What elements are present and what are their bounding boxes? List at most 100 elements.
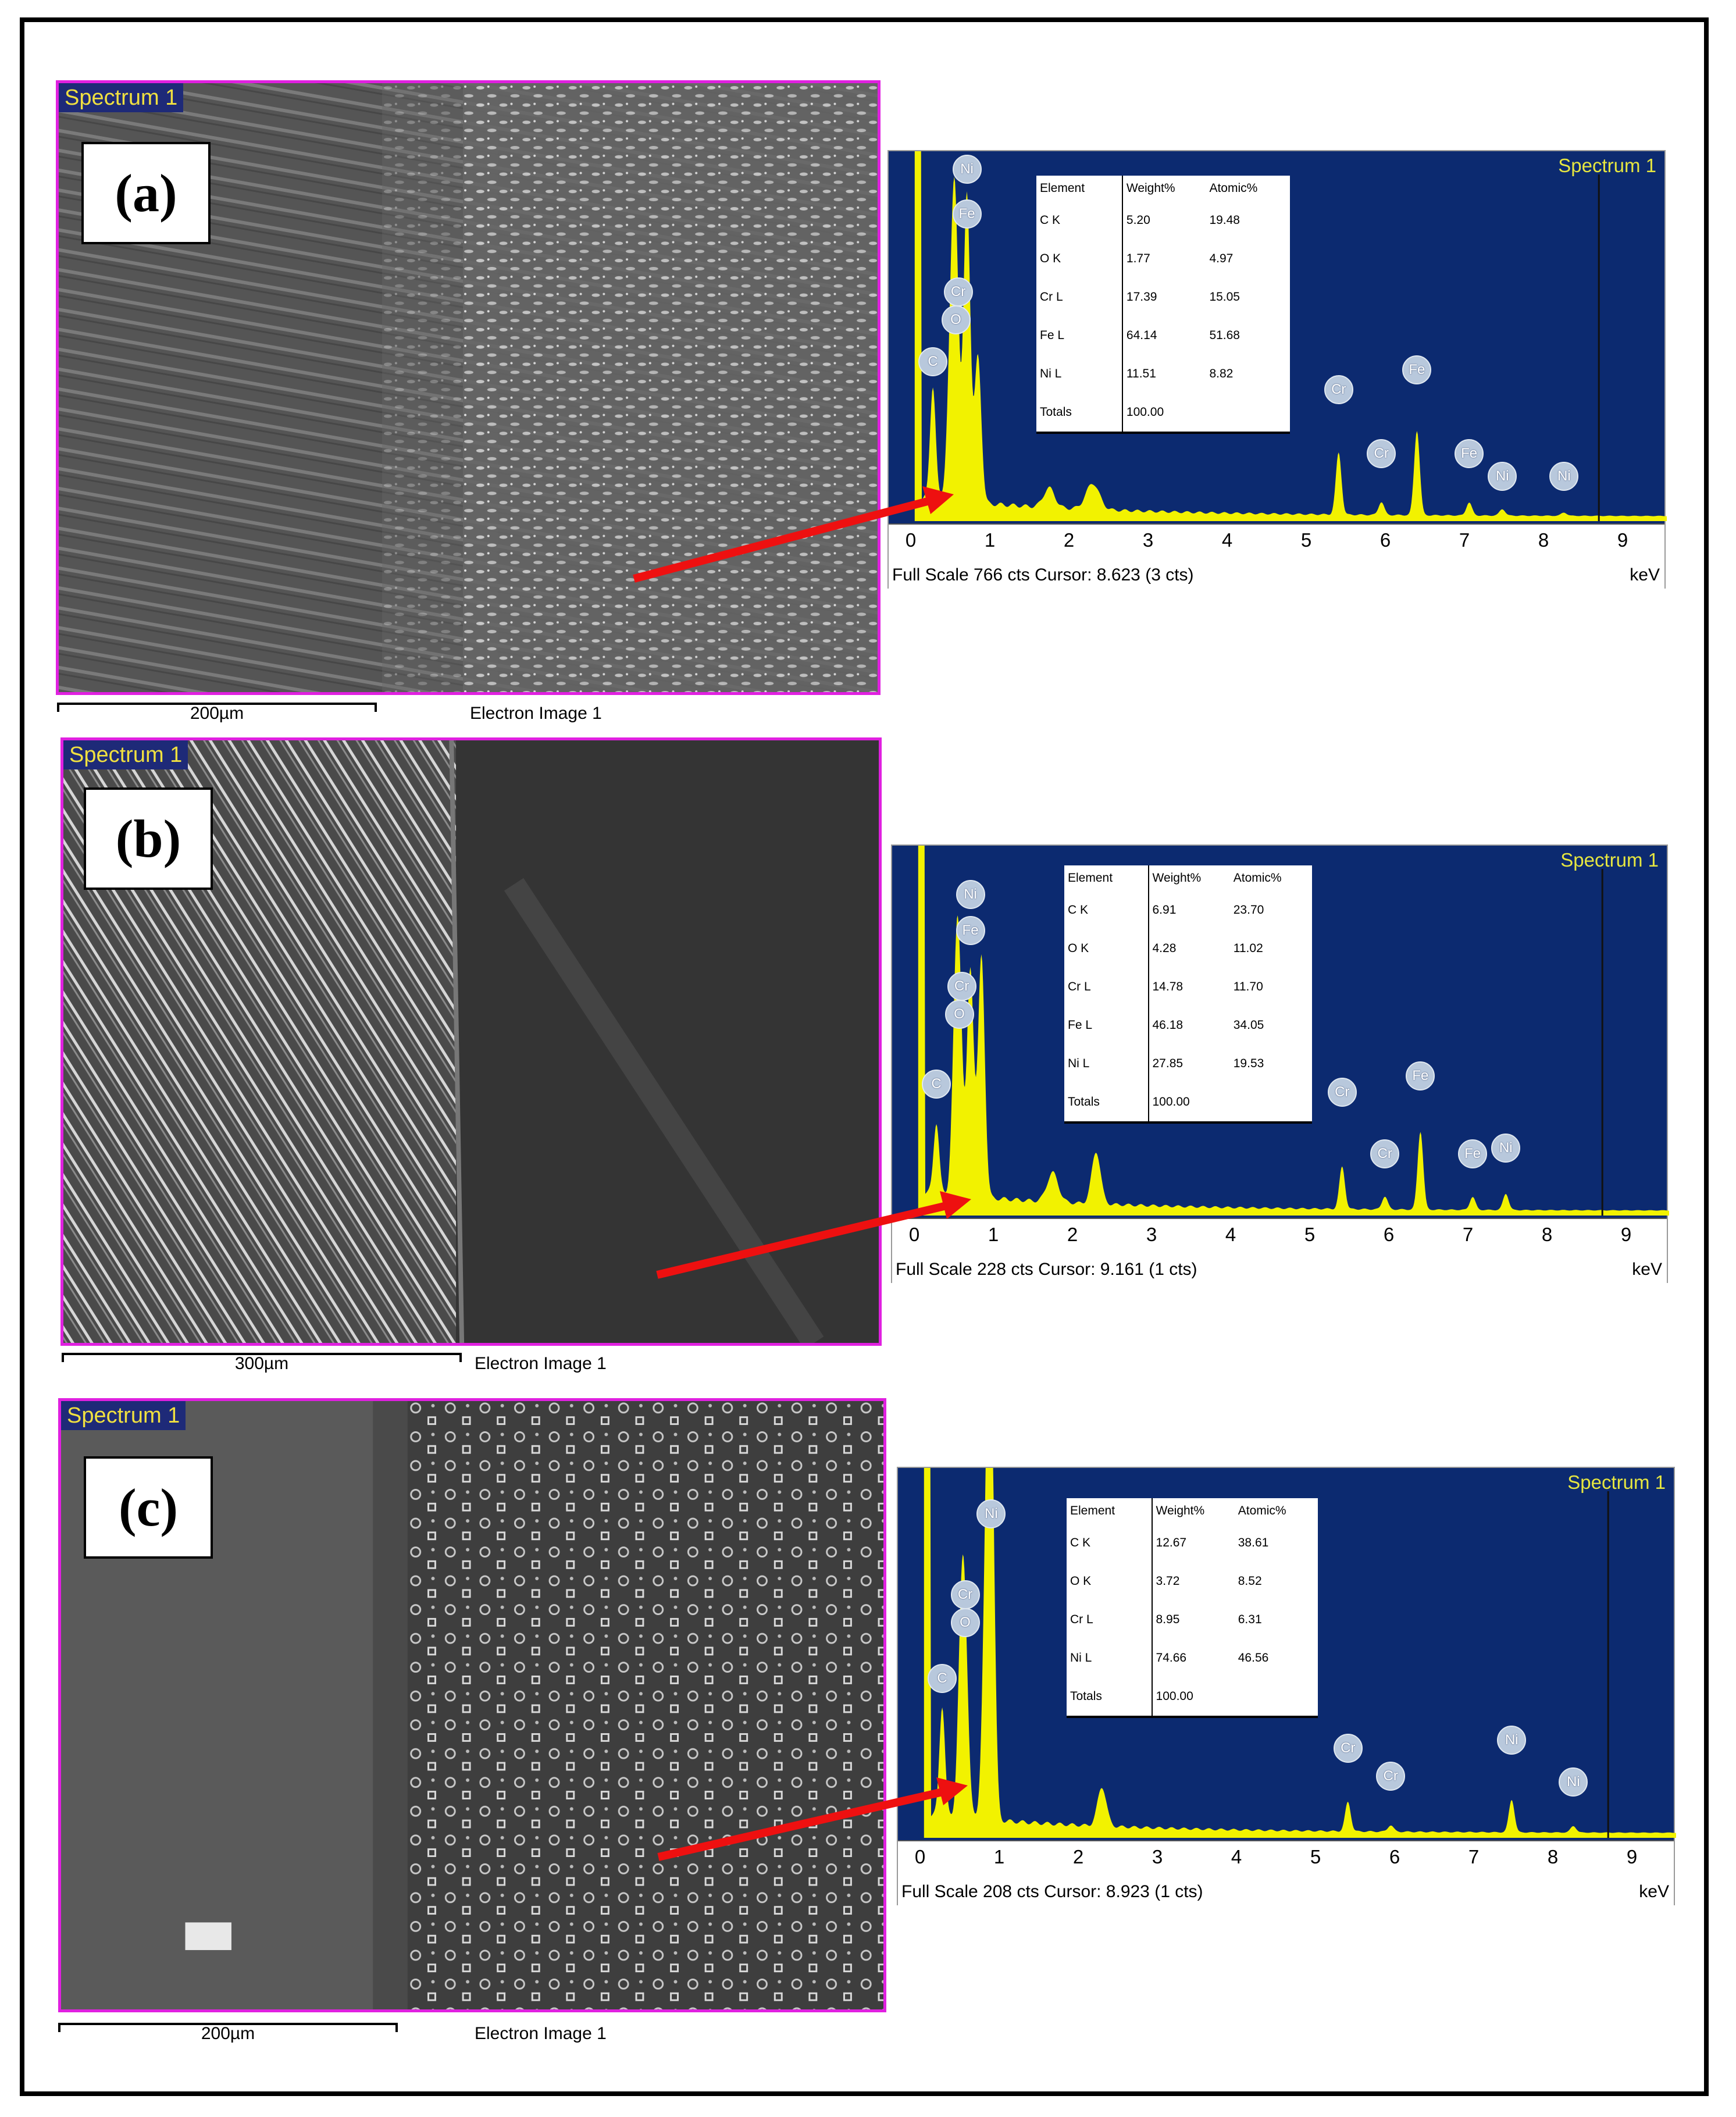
peak-label: Fe: [1402, 355, 1432, 385]
tick-label: 2: [1072, 1846, 1084, 1867]
tick-label: 1: [988, 1224, 999, 1245]
tick-label: 4: [1221, 529, 1233, 551]
table-cell: 51.68: [1209, 329, 1240, 342]
spectrum-tag-b: Spectrum 1: [63, 740, 188, 769]
table-row: C K 6.91 23.70: [1064, 891, 1311, 929]
eds-unit-c: keV: [1639, 1882, 1669, 1901]
table-cell: Cr L: [1064, 968, 1149, 1006]
tick-label: 8: [1541, 1224, 1553, 1245]
table-cell: 11.51: [1126, 367, 1156, 380]
table-cell: 5.20: [1126, 213, 1150, 227]
eds-axis-c: [898, 1840, 1674, 1908]
table-cell: 17.39: [1126, 290, 1157, 304]
tick-label: 3: [1152, 1846, 1163, 1867]
table-row: Ni L 11.51 8.82: [1036, 355, 1289, 393]
table-cell: 8.95: [1156, 1613, 1180, 1626]
peak-label: Cr: [1376, 1762, 1406, 1791]
tick-label: 7: [1462, 1224, 1474, 1245]
scale-bar-label-b: 300µm: [234, 1354, 289, 1373]
table-cell: 34.05: [1233, 1018, 1264, 1032]
table-cell: 4.97: [1209, 252, 1234, 265]
tick-label: 0: [908, 1224, 920, 1245]
table-cell: Totals: [1036, 393, 1123, 432]
peak-label: Ni: [952, 154, 982, 184]
table-cell: Element: [1067, 1498, 1153, 1524]
peak-label: Fe: [1406, 1061, 1435, 1090]
tick-label: 6: [1389, 1846, 1400, 1867]
spectrum-tag-c: Spectrum 1: [61, 1401, 186, 1430]
tick-label: 7: [1468, 1846, 1480, 1867]
table-cell: 74.66: [1156, 1651, 1187, 1665]
eds-spectrum-a: Spectrum 1 0 1 2 3 4 5 6 7 8 9 Full Scale 766 cts…: [887, 150, 1667, 591]
table-cell: Weight%: [1126, 181, 1175, 195]
panel-c: Spectrum 1 (c) 200µm Electron Image 1 Sp…: [0, 1312, 1736, 2043]
table-header-row: Element Weight% Atomic%: [1036, 176, 1289, 201]
table-header-row: Element Weight% Atomic%: [1064, 865, 1311, 891]
table-cell: 19.53: [1233, 1057, 1264, 1070]
eds-spectrum-trace-a: [914, 151, 1667, 521]
table-row: O K 4.28 11.02: [1064, 929, 1311, 968]
table-cell: Ni L: [1036, 355, 1123, 393]
peak-label: Fe: [1458, 1139, 1488, 1168]
table-row: Fe L 64.14 51.68: [1036, 316, 1289, 355]
table-row: Fe L 46.18 34.05: [1064, 1006, 1311, 1045]
table-cell: O K: [1036, 240, 1123, 278]
table-row: Cr L 8.95 6.31: [1067, 1601, 1317, 1639]
eds-footer-c: Full Scale 208 cts Cursor: 8.923 (1 cts): [901, 1882, 1203, 1901]
tick-label: 1: [993, 1846, 1005, 1867]
table-cell: Ni L: [1067, 1639, 1153, 1677]
table-cell: 14.78: [1152, 980, 1184, 993]
tick-label: 0: [905, 529, 917, 551]
table-cell: Weight%: [1156, 1504, 1205, 1517]
peak-label: C: [928, 1664, 957, 1693]
eds-title-a: Spectrum 1: [1558, 155, 1656, 176]
image-caption-b: Electron Image 1: [475, 1354, 607, 1373]
tick-label: 9: [1620, 1224, 1632, 1245]
peak-label: Cr: [1333, 1734, 1363, 1763]
peak-label: C: [922, 1070, 951, 1099]
table-row: Ni L 74.66 46.56: [1067, 1639, 1317, 1677]
table-row: C K 12.67 38.61: [1067, 1524, 1317, 1562]
tick-label: 4: [1231, 1846, 1242, 1867]
eds-title-c: Spectrum 1: [1567, 1471, 1666, 1493]
table-cell: 6.31: [1238, 1613, 1262, 1626]
table-cell: 11.70: [1233, 980, 1263, 993]
image-caption-a: Electron Image 1: [470, 704, 602, 723]
peak-label: O: [944, 1000, 974, 1029]
scale-bar-tick-left-c: [58, 2023, 60, 2032]
peak-label: Cr: [943, 277, 973, 306]
table-cell: 12.67: [1156, 1536, 1187, 1549]
table-cell: 38.61: [1238, 1536, 1269, 1549]
tick-label: 2: [1063, 529, 1075, 551]
table-cell: O K: [1067, 1562, 1153, 1601]
table-row: O K 3.72 8.52: [1067, 1562, 1317, 1601]
tick-label: 1: [984, 529, 996, 551]
tick-label: 5: [1304, 1224, 1316, 1245]
image-caption-c: Electron Image 1: [475, 2024, 607, 2043]
table-cell: C K: [1064, 891, 1149, 929]
table-cell: Ni L: [1064, 1045, 1149, 1083]
panel-a: Spectrum 1 (a) 200µm Electron Image 1 Sp…: [0, 0, 1736, 723]
table-row: Totals 100.00: [1064, 1083, 1311, 1121]
scale-bar-label-c: 200µm: [201, 2024, 255, 2043]
scale-bar-tick-left-a: [57, 703, 59, 712]
panel-b: Spectrum 1 (b) 300µm Electron Image 1 Sp…: [0, 655, 1736, 1373]
table-cell: C K: [1036, 201, 1123, 240]
panel-letter-a: (a): [81, 142, 211, 244]
sem-texture-c: [61, 1401, 883, 2009]
table-header-row: Element Weight% Atomic%: [1067, 1498, 1317, 1524]
scale-bar-tick-right-b: [459, 1353, 462, 1362]
table-cell: 100.00: [1126, 405, 1164, 419]
table-cell: 8.82: [1209, 367, 1234, 380]
table-cell: O K: [1064, 929, 1149, 968]
pointer-arrow-a: [633, 486, 954, 583]
peak-label: Cr: [1327, 1078, 1357, 1107]
peak-label: Ni: [976, 1499, 1006, 1528]
scale-bar-b: [62, 1353, 462, 1355]
peak-label: Cr: [1324, 375, 1353, 404]
table-cell: Atomic%: [1238, 1504, 1286, 1517]
eds-unit-b: keV: [1632, 1260, 1662, 1279]
tick-label: 3: [1142, 529, 1154, 551]
tick-label: 9: [1626, 1846, 1638, 1867]
table-cell: Weight%: [1152, 871, 1202, 885]
